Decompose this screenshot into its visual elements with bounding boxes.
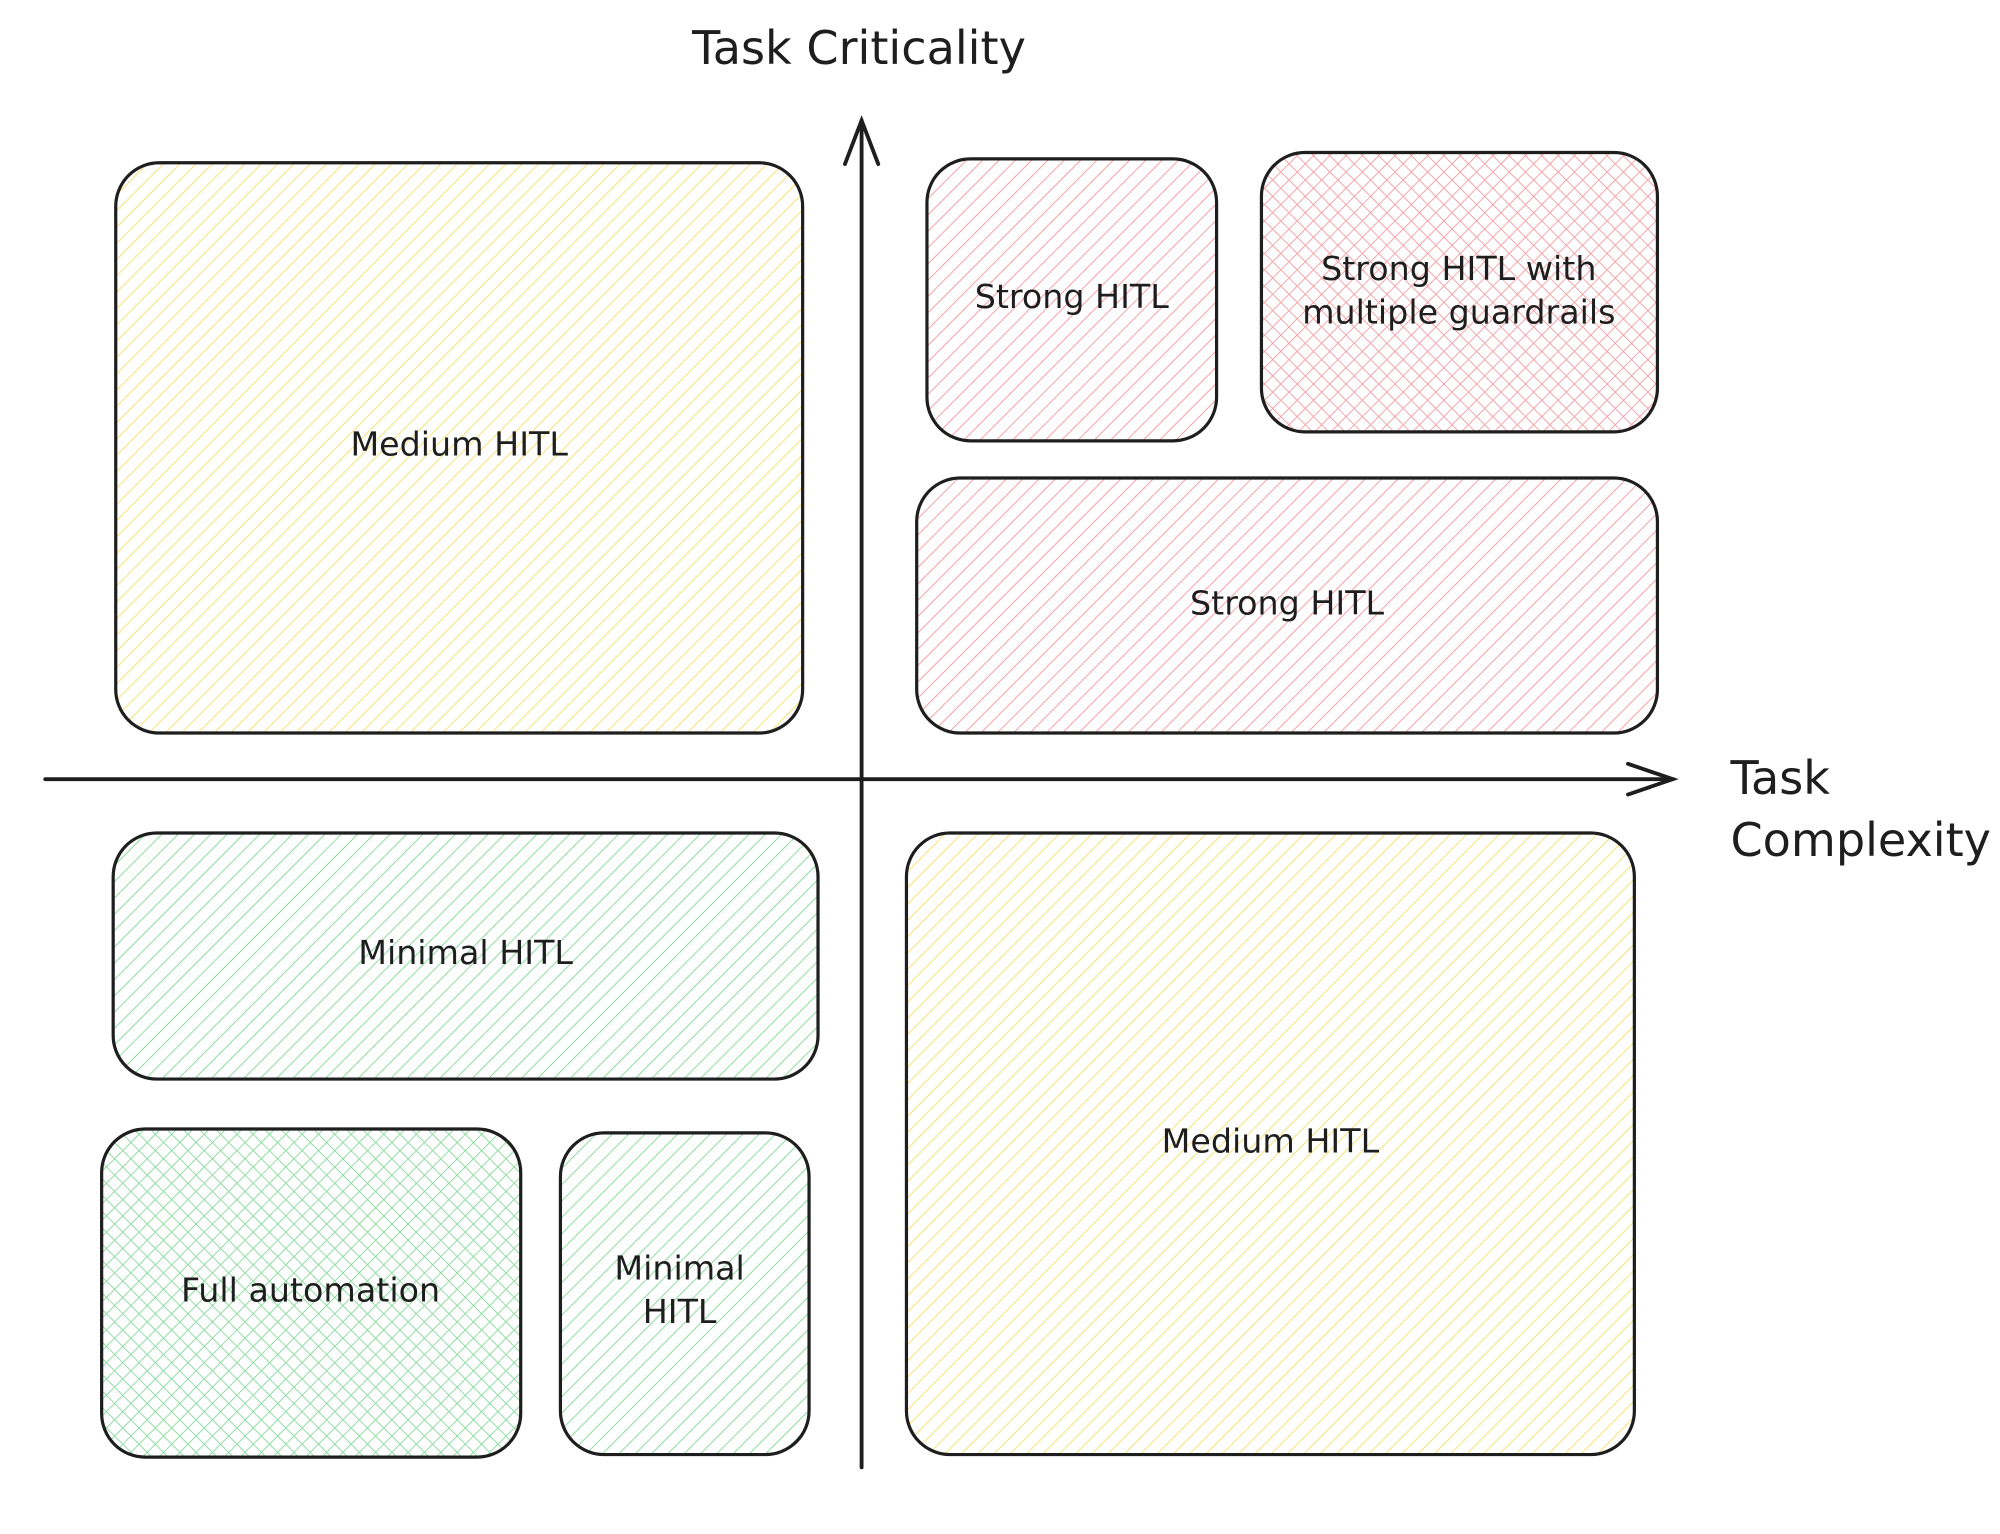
box-label: Strong HITL — [975, 277, 1170, 316]
box-label: Full automation — [181, 1270, 440, 1309]
box-label: multiple guardrails — [1302, 292, 1615, 331]
box — [1259, 150, 1660, 434]
box — [915, 476, 1660, 735]
box-label: Strong HITL — [1190, 583, 1385, 622]
axes — [43, 115, 1679, 1470]
box — [111, 831, 820, 1081]
box-label: Medium HITL — [350, 424, 568, 463]
box-label: HITL — [643, 1292, 717, 1331]
x-axis-label: Complexity — [1730, 813, 1991, 867]
y-axis-label: Task Criticality — [691, 21, 1026, 75]
box — [114, 161, 805, 735]
box-label: Strong HITL with — [1321, 249, 1596, 288]
box — [558, 1131, 811, 1457]
box-labels: Medium HITL Strong HITL Strong HITL with mu… — [181, 249, 1615, 1331]
box — [904, 831, 1636, 1457]
x-axis-arrow — [1626, 761, 1679, 797]
x-axis-label: Task — [1729, 751, 1830, 805]
box-label: Minimal — [614, 1249, 744, 1288]
boxes — [100, 150, 1660, 1459]
box — [925, 157, 1219, 443]
box-label: Medium HITL — [1162, 1122, 1380, 1161]
y-axis-arrow — [843, 115, 881, 166]
box — [100, 1127, 523, 1459]
box-label: Minimal HITL — [358, 933, 573, 972]
